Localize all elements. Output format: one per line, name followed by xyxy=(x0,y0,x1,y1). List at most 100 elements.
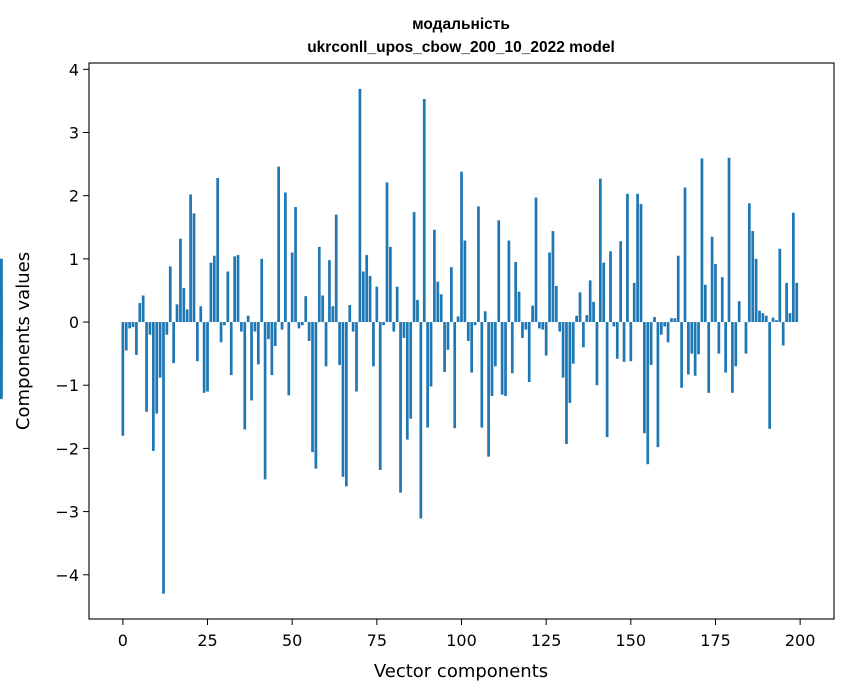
bar xyxy=(703,284,707,323)
bar xyxy=(412,212,416,323)
bar xyxy=(707,322,711,393)
y-tick-label: 4 xyxy=(69,60,79,79)
bar xyxy=(487,322,490,457)
bar xyxy=(229,322,233,376)
bar xyxy=(612,322,616,327)
bar xyxy=(399,322,402,493)
bar xyxy=(764,315,768,323)
bar xyxy=(433,229,436,323)
bar xyxy=(216,177,220,323)
bar xyxy=(270,322,274,376)
bar xyxy=(639,203,643,323)
bar xyxy=(443,322,446,372)
bar xyxy=(673,318,677,323)
bar xyxy=(747,203,751,323)
y-tick-label: −1 xyxy=(55,376,79,395)
x-tick-label: 25 xyxy=(197,631,217,650)
bar xyxy=(311,322,314,453)
bar xyxy=(605,322,609,438)
bar xyxy=(578,292,582,323)
bar xyxy=(199,306,203,323)
bar xyxy=(341,322,345,477)
bar xyxy=(558,322,562,332)
bar xyxy=(372,322,375,367)
x-tick-label: 200 xyxy=(785,631,816,650)
bar xyxy=(649,322,653,366)
bar xyxy=(619,241,623,323)
bar xyxy=(0,258,3,323)
bar xyxy=(287,322,291,396)
bar xyxy=(473,322,477,326)
bar xyxy=(460,171,463,323)
bar xyxy=(643,322,646,434)
bar xyxy=(602,262,606,323)
bar xyxy=(568,322,572,403)
bar xyxy=(124,322,128,351)
bar xyxy=(382,322,385,326)
bar xyxy=(588,280,592,323)
bar xyxy=(477,206,480,323)
bar xyxy=(226,271,230,323)
bar xyxy=(524,322,528,330)
x-tick-label: 175 xyxy=(700,631,731,650)
bar xyxy=(744,322,748,354)
bar xyxy=(121,322,125,436)
bar xyxy=(260,258,264,323)
bar xyxy=(145,322,148,412)
x-tick-label: 50 xyxy=(282,631,302,650)
bar xyxy=(378,322,382,470)
bar xyxy=(693,322,697,376)
bar xyxy=(517,291,521,323)
bar xyxy=(324,322,328,367)
bar xyxy=(338,322,341,366)
bar xyxy=(470,322,474,373)
bar xyxy=(494,322,497,367)
y-tick-label: 1 xyxy=(69,250,79,269)
bar xyxy=(507,240,511,323)
bar xyxy=(571,322,575,364)
bar xyxy=(514,262,518,323)
bar xyxy=(598,178,602,323)
bar xyxy=(0,322,3,396)
bar xyxy=(250,322,253,401)
bar xyxy=(395,286,399,323)
chart-title: модальність xyxy=(412,16,510,33)
bar xyxy=(720,277,724,323)
bar xyxy=(297,322,301,329)
bar xyxy=(697,322,700,355)
bar xyxy=(409,322,413,419)
y-axis-ticks: 4 3 2 1 0 −1 −2 −3 −4 xyxy=(55,60,89,585)
bar xyxy=(504,322,507,396)
bar xyxy=(510,322,514,374)
bar xyxy=(700,158,704,323)
bar xyxy=(162,322,165,594)
bar xyxy=(585,315,589,323)
bar xyxy=(189,194,192,323)
bar xyxy=(656,322,660,448)
bar xyxy=(131,322,135,328)
bar xyxy=(497,220,501,323)
y-tick-label: −2 xyxy=(55,439,79,458)
bar xyxy=(402,322,406,338)
bar xyxy=(636,193,639,323)
bar xyxy=(263,322,267,480)
bar xyxy=(446,322,450,350)
bar xyxy=(290,252,294,323)
bar xyxy=(284,192,287,323)
x-tick-label: 100 xyxy=(446,631,477,650)
bar xyxy=(175,304,179,323)
bar xyxy=(277,166,280,323)
bar xyxy=(365,255,369,323)
bar xyxy=(582,322,585,348)
bar xyxy=(551,231,555,323)
bar xyxy=(317,246,321,323)
bar xyxy=(165,322,169,335)
bar xyxy=(138,303,142,323)
bar xyxy=(429,322,433,387)
bar xyxy=(609,251,612,323)
x-tick-label: 75 xyxy=(367,631,387,650)
bar xyxy=(754,258,758,323)
bar xyxy=(321,295,325,323)
bar xyxy=(348,304,352,323)
